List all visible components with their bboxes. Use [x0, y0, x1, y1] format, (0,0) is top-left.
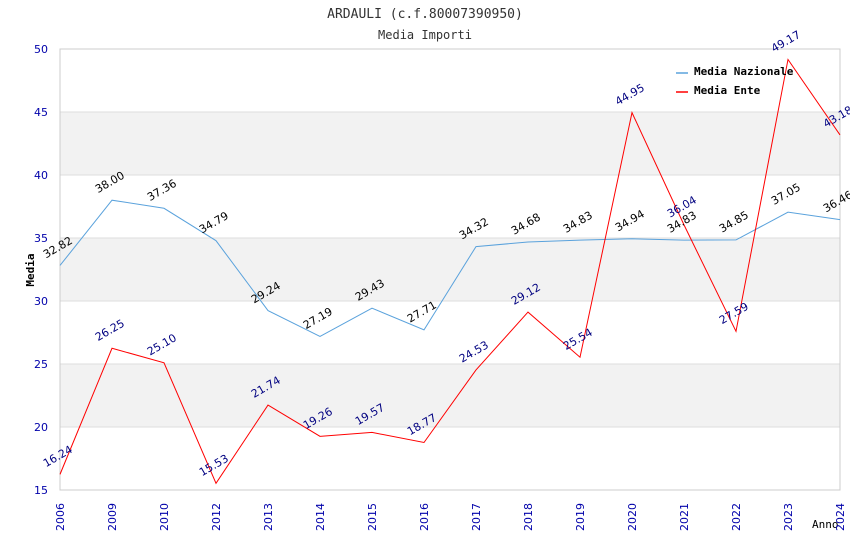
data-label: 34.68 — [509, 211, 543, 238]
data-label: 34.94 — [613, 207, 647, 234]
y-axis-ticks: 15 20 25 30 35 40 45 50 — [34, 43, 48, 497]
legend-label-nazionale: Media Nazionale — [694, 65, 794, 78]
y-tick-label: 20 — [34, 421, 48, 434]
data-label: 49.17 — [769, 28, 803, 55]
series-line — [59, 58, 841, 485]
y-tick-label: 35 — [34, 232, 48, 245]
y-tick-label: 50 — [34, 43, 48, 56]
x-tick-label: 2019 — [574, 503, 587, 531]
plot-area — [59, 48, 841, 491]
chart-subtitle: Media Importi — [378, 28, 472, 42]
y-axis-label: Media — [24, 253, 37, 286]
data-label: 36.46 — [821, 188, 850, 215]
y-tick-label: 45 — [34, 106, 48, 119]
x-tick-label: 2024 — [834, 503, 847, 531]
data-label: 37.05 — [769, 181, 803, 208]
data-label: 34.85 — [717, 208, 751, 235]
legend: Media Nazionale Media Ente — [676, 65, 794, 97]
data-label: 25.54 — [561, 326, 595, 353]
data-label: 34.79 — [197, 209, 231, 236]
background-bands — [60, 112, 840, 427]
x-tick-label: 2013 — [262, 503, 275, 531]
data-label: 25.10 — [145, 331, 179, 358]
chart-title: ARDAULI (c.f.80007390950) — [327, 7, 523, 22]
x-tick-label: 2010 — [158, 503, 171, 531]
series-lines — [59, 58, 841, 485]
y-tick-label: 15 — [34, 484, 48, 497]
data-label: 24.53 — [457, 339, 491, 366]
data-label: 44.95 — [613, 81, 647, 108]
data-label: 27.59 — [717, 300, 751, 327]
x-tick-label: 2020 — [626, 503, 639, 531]
x-tick-label: 2022 — [730, 503, 743, 531]
data-label: 37.36 — [145, 177, 179, 204]
data-label: 15.53 — [197, 452, 231, 479]
y-tick-label: 30 — [34, 295, 48, 308]
data-label: 34.83 — [561, 209, 595, 236]
background-band — [60, 112, 840, 175]
series-line — [59, 199, 841, 337]
x-tick-label: 2009 — [106, 503, 119, 531]
data-label: 26.25 — [93, 317, 127, 344]
data-label: 27.71 — [405, 298, 439, 325]
x-tick-label: 2021 — [678, 503, 691, 531]
background-band — [60, 238, 840, 301]
x-tick-label: 2006 — [54, 503, 67, 531]
x-tick-label: 2015 — [366, 503, 379, 531]
x-tick-label: 2012 — [210, 503, 223, 531]
gridlines — [60, 48, 840, 491]
x-tick-label: 2023 — [782, 503, 795, 531]
y-tick-label: 40 — [34, 169, 48, 182]
x-tick-label: 2018 — [522, 503, 535, 531]
x-tick-label: 2017 — [470, 503, 483, 531]
x-axis-label: Anno — [812, 518, 839, 531]
x-axis-ticks: 2006 2009 2010 2012 2013 2014 2015 2016 2017 2018… — [54, 503, 847, 531]
x-tick-label: 2014 — [314, 503, 327, 531]
legend-label-ente: Media Ente — [694, 84, 761, 97]
background-band — [60, 364, 840, 427]
y-tick-label: 25 — [34, 358, 48, 371]
data-label: 16.24 — [41, 443, 75, 470]
data-label: 27.19 — [301, 305, 335, 332]
x-tick-label: 2016 — [418, 503, 431, 531]
